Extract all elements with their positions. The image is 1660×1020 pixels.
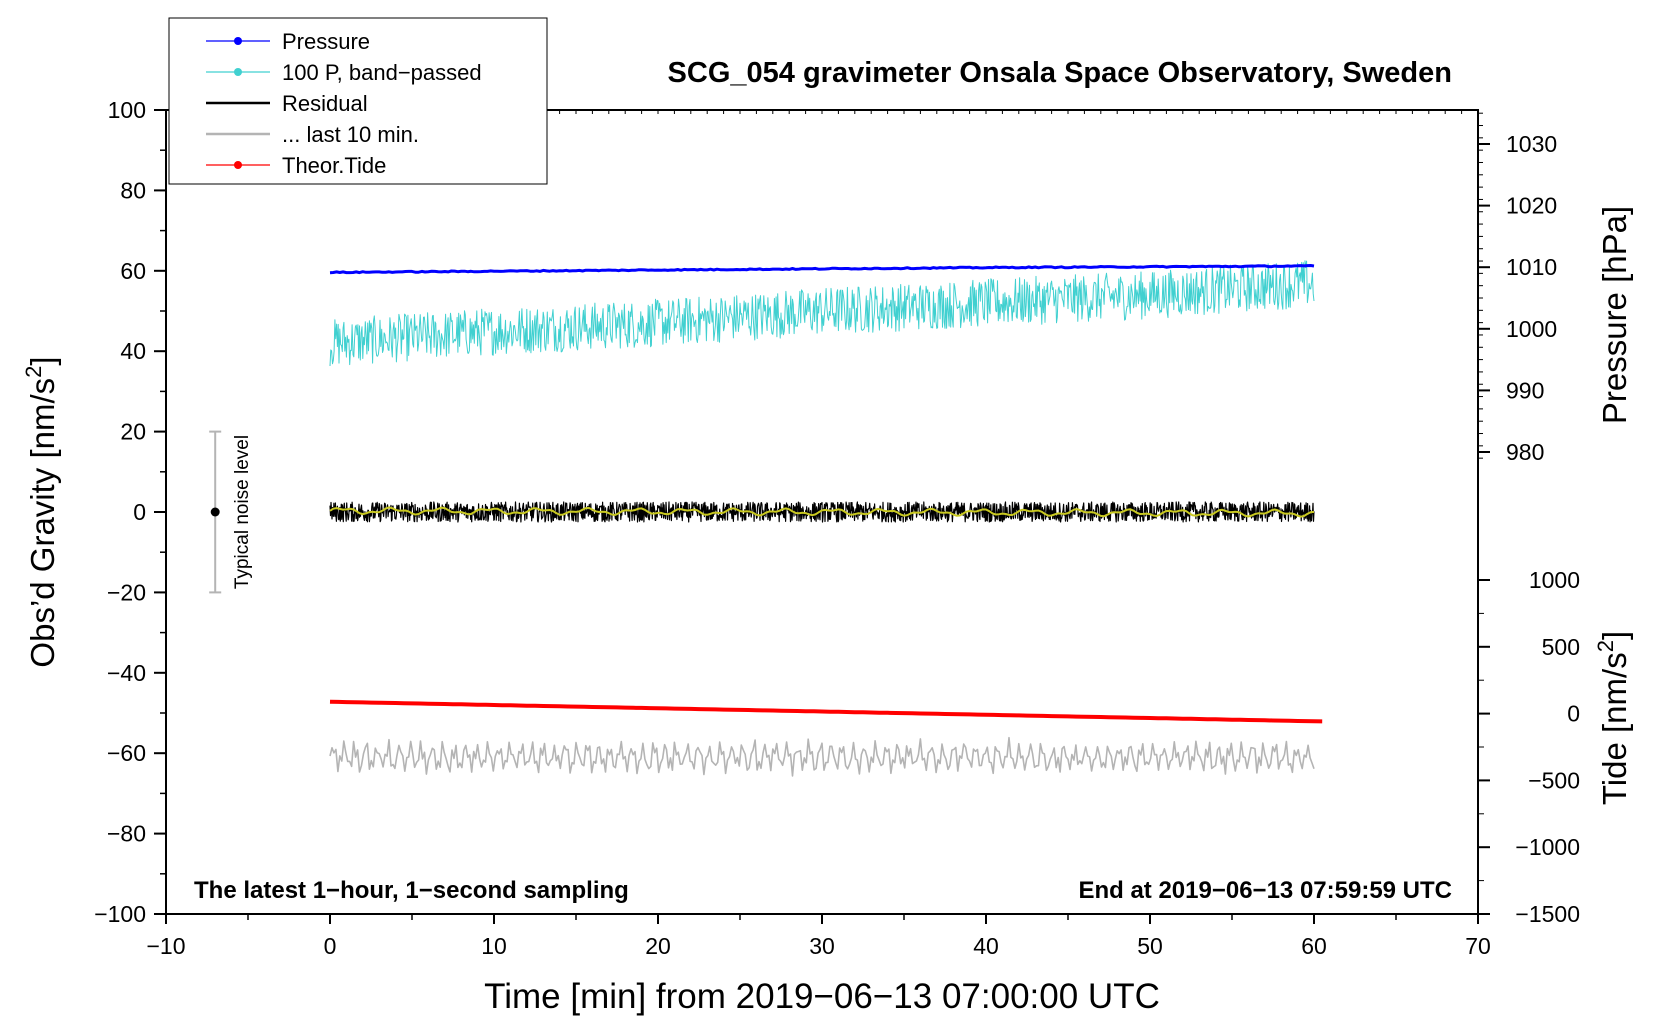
- tide-tick-label: −500: [1528, 767, 1580, 793]
- pressure-axis-label: Pressure [hPa]: [1596, 206, 1633, 424]
- pressure-tick-label: 980: [1506, 439, 1544, 465]
- series-100-p-band-passed-trend-: [329, 260, 1315, 367]
- pressure-tick-label: 1020: [1506, 193, 1557, 219]
- tide-tick-label: 500: [1542, 634, 1580, 660]
- left-tick-label: −80: [107, 821, 146, 847]
- pressure-tick-label: 1010: [1506, 254, 1557, 280]
- legend-marker: [234, 37, 242, 45]
- x-tick-label: 30: [809, 933, 835, 959]
- series-residual: [329, 501, 1315, 523]
- pressure-tick-label: 1030: [1506, 131, 1557, 157]
- tide-tick-label: −1500: [1515, 901, 1580, 927]
- annotation-right: End at 2019−06−13 07:59:59 UTC: [1078, 877, 1452, 904]
- legend-label: Theor.Tide: [282, 153, 386, 178]
- pressure-tick-label: 990: [1506, 377, 1544, 403]
- x-axis-ticks: −10 0 10 20 30 40 50 60 70: [146, 914, 1491, 959]
- left-tick-label: −100: [94, 901, 146, 927]
- annotation-left: The latest 1−hour, 1−second sampling: [194, 877, 629, 904]
- series-theor-tide: [329, 699, 1323, 724]
- x-tick-label: 20: [645, 933, 671, 959]
- tide-tick-label: 1000: [1529, 567, 1580, 593]
- tide-axis-label: Tide [nm/s2]: [1593, 631, 1633, 805]
- x-tick-label: 0: [324, 933, 337, 959]
- noise-bar-center: [210, 507, 220, 517]
- legend-label: ... last 10 min.: [282, 122, 419, 147]
- x-tick-label: 70: [1465, 933, 1491, 959]
- x-tick-label: 50: [1137, 933, 1163, 959]
- series-layer: [329, 260, 1323, 777]
- chart-title: SCG_054 gravimeter Onsala Space Observat…: [668, 57, 1452, 89]
- noise-bar: [209, 430, 222, 594]
- left-axis-ticks: 100 80 60 40 20 0 −20 −40 −60 −80 −100: [94, 97, 166, 927]
- tide-tick-label: 0: [1567, 701, 1580, 727]
- x-axis-label: Time [min] from 2019−06−13 07:00:00 UTC: [484, 977, 1160, 1016]
- legend-label: Pressure: [282, 29, 370, 54]
- x-tick-label: 60: [1301, 933, 1327, 959]
- left-tick-label: −60: [107, 740, 146, 766]
- left-tick-label: 80: [120, 177, 146, 203]
- x-tick-label: 10: [481, 933, 507, 959]
- legend-label: Residual: [282, 91, 368, 116]
- left-axis-label: Obs’d Gravity [nm/s2]: [21, 356, 61, 667]
- x-tick-label: 40: [973, 933, 999, 959]
- legend-label: 100 P, band−passed: [282, 60, 482, 85]
- series-residual-smoothed: [329, 506, 1315, 518]
- legend-marker: [234, 161, 242, 169]
- series-pressure: [329, 264, 1315, 275]
- left-tick-label: 20: [120, 419, 146, 445]
- pressure-tick-label: 1000: [1506, 316, 1557, 342]
- tide-tick-label: −1000: [1515, 834, 1580, 860]
- legend-box: [168, 17, 548, 185]
- tide-axis-ticks: 1000 500 0 −500 −1000 −1500: [1478, 567, 1580, 927]
- left-tick-label: 0: [133, 499, 146, 525]
- left-tick-label: −40: [107, 660, 146, 686]
- x-tick-label: −10: [146, 933, 185, 959]
- legend: Pressure 100 P, band−passed Residual ... la…: [168, 17, 548, 185]
- pressure-axis-ticks: 1030 1020 1010 1000 990 980: [1478, 131, 1557, 465]
- legend-marker: [234, 68, 242, 76]
- noise-label: Typical noise level: [232, 435, 253, 589]
- series--last-10-min-: [329, 736, 1315, 777]
- left-tick-label: 40: [120, 338, 146, 364]
- left-tick-label: 100: [108, 97, 146, 123]
- left-tick-label: 60: [120, 258, 146, 284]
- left-tick-label: −20: [107, 579, 146, 605]
